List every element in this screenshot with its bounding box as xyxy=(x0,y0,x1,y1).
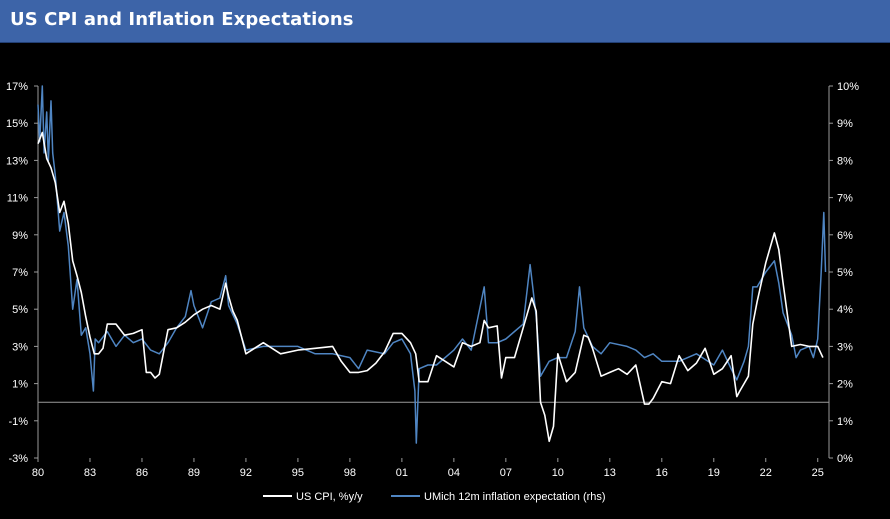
x-tick-label: 07 xyxy=(500,467,512,479)
x-tick-label: 22 xyxy=(760,467,772,479)
x-tick-label: 16 xyxy=(656,467,668,479)
x-tick-label: 80 xyxy=(32,467,44,479)
right-tick-label: 0% xyxy=(837,453,853,465)
left-tick-label: 9% xyxy=(12,230,28,242)
legend-label-cpi: US CPI, %y/y xyxy=(296,491,363,503)
x-tick-label: 83 xyxy=(84,467,96,479)
x-tick-label: 98 xyxy=(344,467,356,479)
series-line-cpi xyxy=(37,131,824,443)
right-tick-label: 1% xyxy=(837,416,853,428)
left-tick-label: 17% xyxy=(6,81,28,93)
x-tick-label: 10 xyxy=(552,467,564,479)
left-tick-label: 7% xyxy=(12,267,28,279)
right-tick-label: 3% xyxy=(837,341,853,353)
chart: 17% 15% 13% 11% 9% 7% 5% 3% 1% -1% -3% 10% 9% 8% 7% 6% 5… xyxy=(6,81,859,503)
left-tick-label: -1% xyxy=(8,416,28,428)
x-tick-label: 25 xyxy=(812,467,824,479)
chart-title: US CPI and Inflation Expectations xyxy=(10,9,354,30)
left-tick-label: 11% xyxy=(7,193,28,205)
left-tick-label: 5% xyxy=(12,304,28,316)
legend: US CPI, %y/y UMich 12m inflation expectat… xyxy=(263,491,606,503)
x-tick-label: 19 xyxy=(708,467,720,479)
left-tick-label: 15% xyxy=(6,118,28,130)
x-tick-label: 92 xyxy=(240,467,252,479)
x-tick-label: 01 xyxy=(396,467,408,479)
x-tick-label: 13 xyxy=(604,467,616,479)
left-tick-label: 13% xyxy=(6,155,28,167)
title-bar: US CPI and Inflation Expectations xyxy=(0,0,890,43)
chart-axes: 17% 15% 13% 11% 9% 7% 5% 3% 1% -1% -3% 10% 9% 8% 7% 6% 5… xyxy=(6,81,859,479)
left-tick-label: 1% xyxy=(12,379,28,391)
x-tick-label: 04 xyxy=(448,467,460,479)
x-tick-label: 86 xyxy=(136,467,148,479)
right-tick-label: 2% xyxy=(837,379,853,391)
right-tick-label: 8% xyxy=(837,155,853,167)
right-tick-label: 7% xyxy=(837,193,853,205)
right-tick-label: 10% xyxy=(837,81,859,93)
left-tick-label: -3% xyxy=(8,453,28,465)
right-tick-label: 5% xyxy=(837,267,853,279)
series-layer xyxy=(37,85,827,444)
left-tick-label: 3% xyxy=(12,341,28,353)
right-tick-label: 6% xyxy=(837,230,853,242)
x-tick-label: 95 xyxy=(292,467,304,479)
right-tick-label: 9% xyxy=(837,118,853,130)
right-tick-label: 4% xyxy=(837,304,853,316)
series-line-umich xyxy=(37,85,827,444)
legend-label-umich: UMich 12m inflation expectation (rhs) xyxy=(424,491,606,503)
x-tick-label: 89 xyxy=(188,467,200,479)
